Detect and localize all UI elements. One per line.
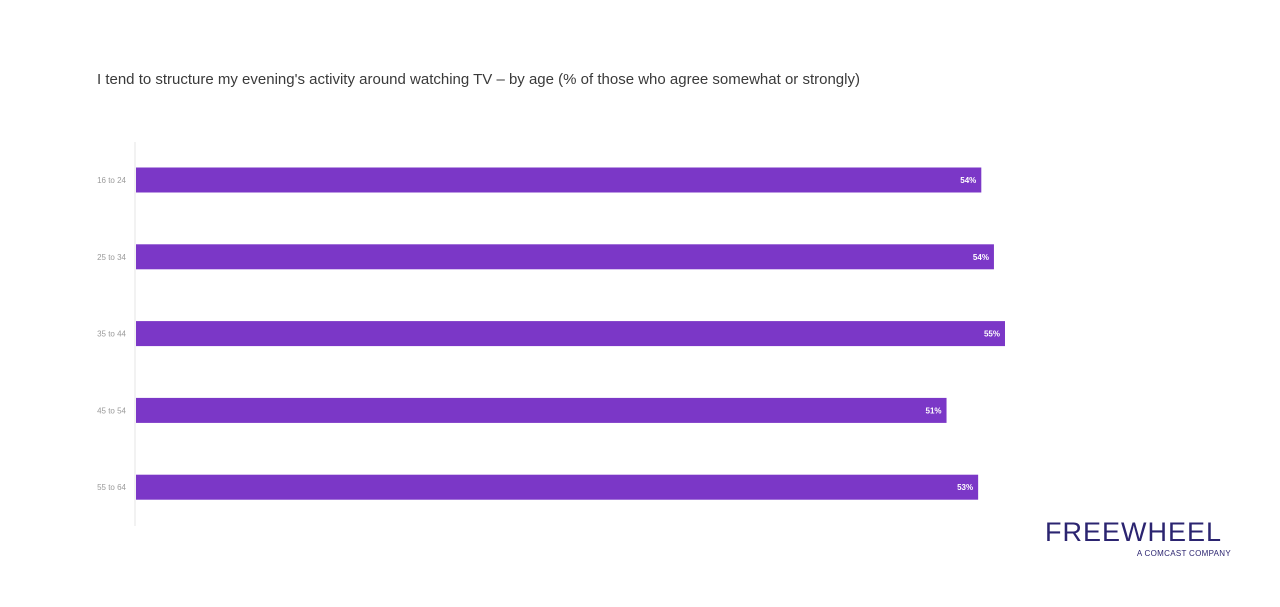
category-label: 25 to 34 [97, 253, 126, 262]
category-label: 16 to 24 [97, 176, 126, 185]
bar [136, 321, 1005, 347]
data-label: 55% [984, 330, 1000, 339]
freewheel-logo: FREEWHEEL A COMCAST COMPANY [1045, 517, 1235, 559]
bar [136, 397, 947, 423]
logo-wordmark: FREEWHEEL [1045, 517, 1223, 547]
data-label: 53% [957, 483, 973, 492]
logo-tagline: A COMCAST COMPANY [1136, 549, 1231, 558]
bar [136, 167, 982, 193]
chart-title: I tend to structure my evening's activit… [97, 71, 860, 88]
data-label: 54% [960, 176, 976, 185]
category-label: 35 to 44 [97, 330, 126, 339]
category-label: 45 to 54 [97, 406, 126, 415]
bar [136, 474, 979, 500]
bar [136, 244, 994, 270]
category-label: 55 to 64 [97, 483, 126, 492]
data-label: 54% [973, 253, 989, 262]
data-label: 51% [926, 406, 942, 415]
